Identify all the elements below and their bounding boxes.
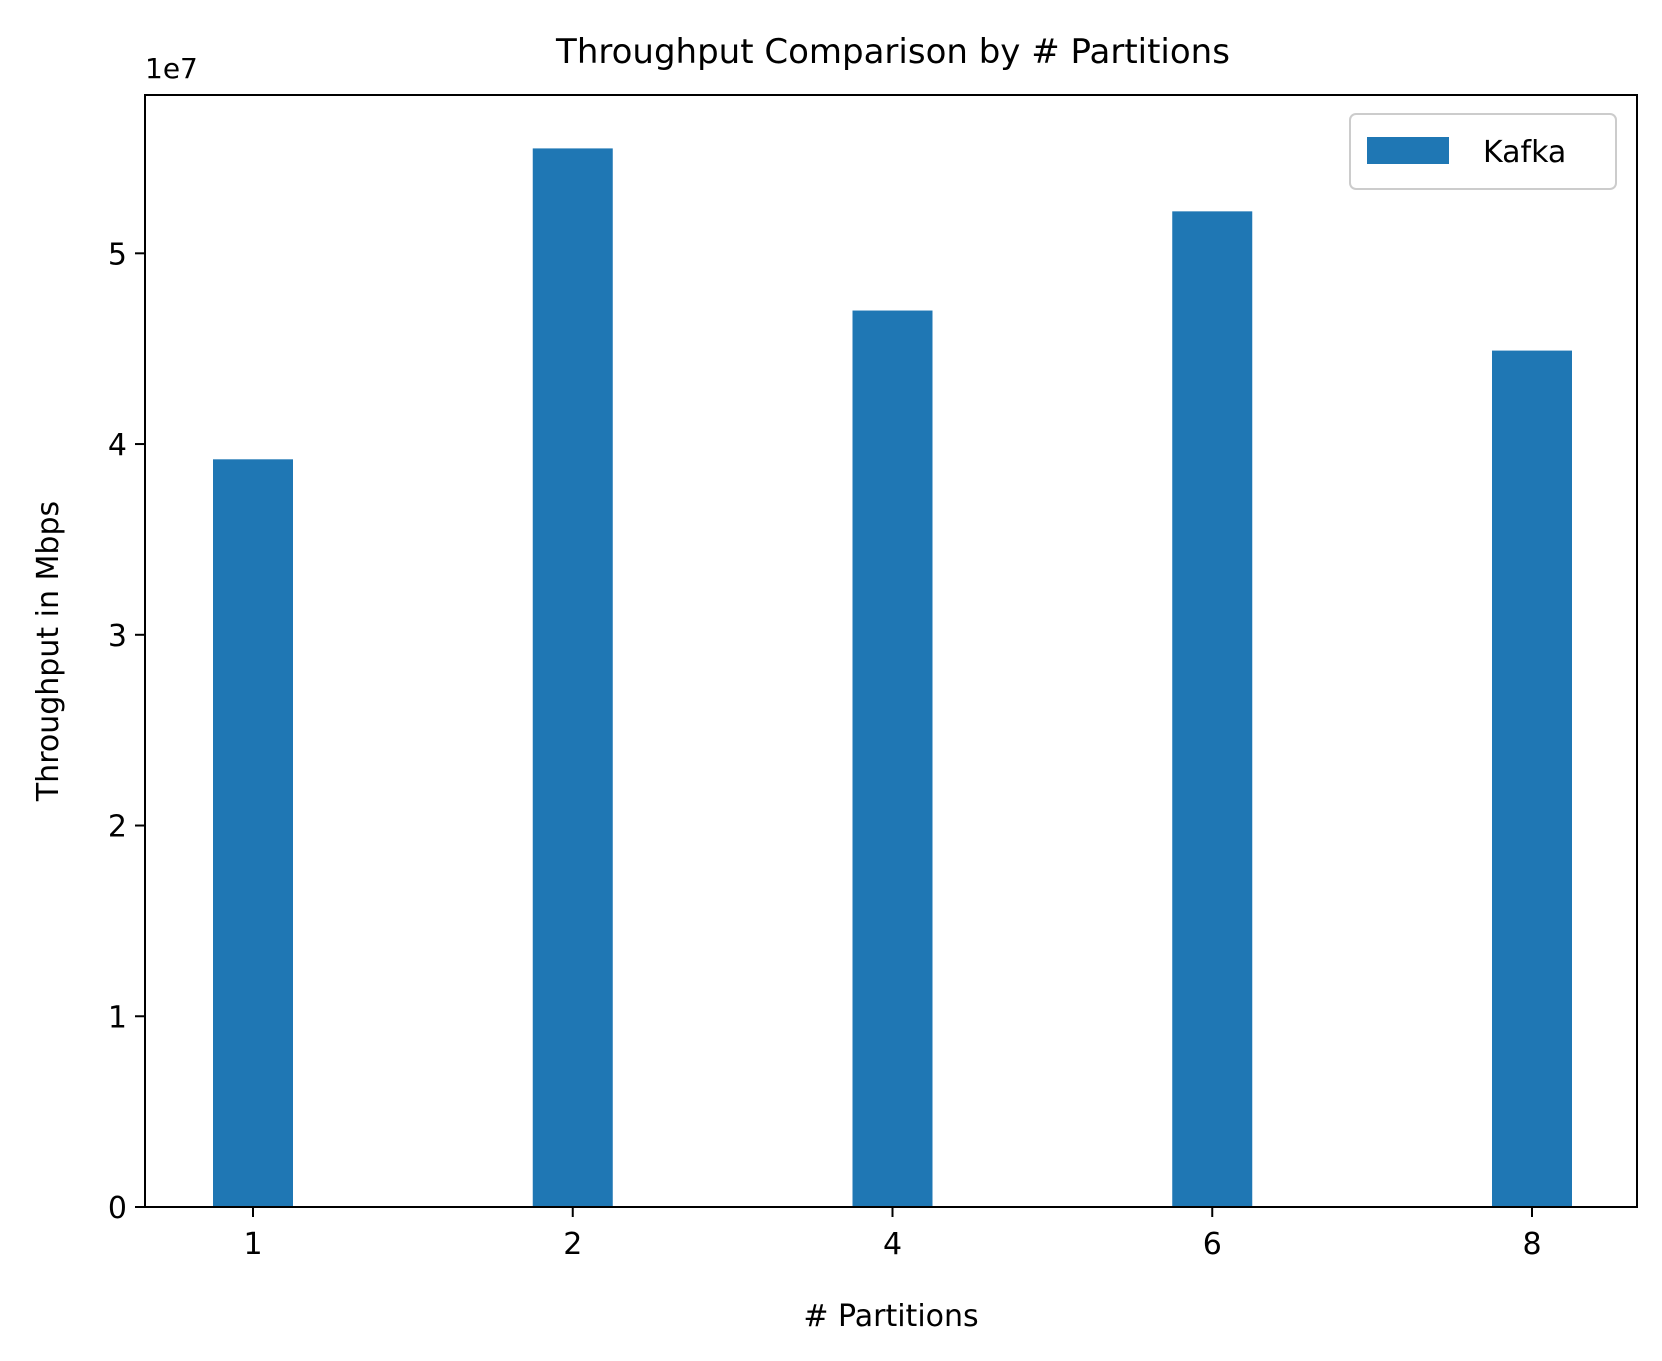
y-tick-label: 3 bbox=[108, 619, 127, 654]
x-tick-label: 6 bbox=[1203, 1227, 1222, 1262]
bar-2 bbox=[532, 148, 613, 1208]
y-offset-label: 1e7 bbox=[145, 52, 198, 85]
x-tick-label: 4 bbox=[883, 1227, 902, 1262]
y-tick-label: 2 bbox=[108, 810, 127, 845]
y-tick-label: 5 bbox=[108, 237, 127, 272]
x-tick-label: 1 bbox=[243, 1227, 262, 1262]
legend: Kafka bbox=[1349, 113, 1617, 190]
bar-1 bbox=[213, 459, 293, 1208]
bar-4 bbox=[852, 310, 933, 1207]
y-axis: 0 1 2 3 4 5 bbox=[108, 237, 145, 1226]
x-tick-label: 2 bbox=[563, 1227, 582, 1262]
bar-6 bbox=[1172, 211, 1253, 1207]
y-tick-label: 4 bbox=[108, 428, 127, 463]
bar-8 bbox=[1492, 350, 1572, 1207]
y-tick-label: 0 bbox=[108, 1191, 127, 1226]
bars-layer bbox=[213, 148, 1572, 1208]
y-axis-label: Throughput in Mbps bbox=[31, 501, 66, 802]
plot-frame bbox=[144, 94, 1638, 1208]
x-axis: 1 2 4 6 8 bbox=[243, 1207, 1542, 1262]
x-tick-label: 8 bbox=[1522, 1227, 1541, 1262]
legend-frame bbox=[1349, 113, 1617, 190]
legend-swatch-kafka bbox=[1367, 137, 1449, 164]
y-tick-label: 1 bbox=[108, 1000, 127, 1035]
chart-title: Throughput Comparison by # Partitions bbox=[555, 32, 1230, 72]
x-axis-label: # Partitions bbox=[803, 1299, 978, 1334]
legend-label-kafka: Kafka bbox=[1483, 135, 1566, 170]
